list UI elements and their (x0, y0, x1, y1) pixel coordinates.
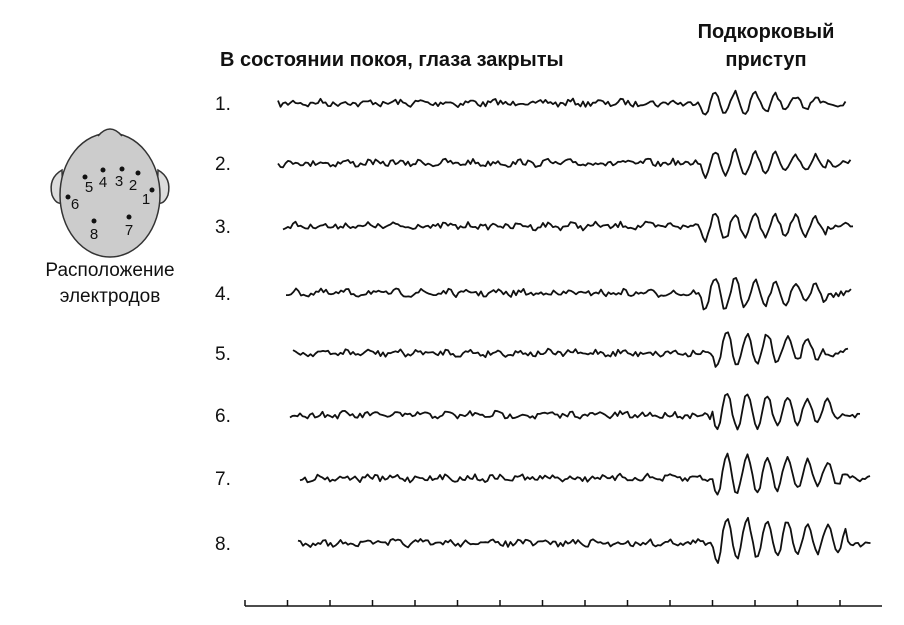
eeg-trace (299, 452, 871, 496)
electrode-label: 8 (90, 226, 98, 243)
channel-label: 7. (215, 469, 231, 490)
seizure-label: приступ (725, 49, 806, 71)
electrode-label: 6 (71, 196, 79, 213)
channel-label: 6. (215, 406, 231, 427)
caption: электродов (60, 286, 161, 307)
electrode-label: 5 (85, 179, 93, 196)
eeg-trace (286, 276, 852, 311)
eeg-trace (292, 331, 849, 368)
seizure-label: Подкорковый (698, 21, 835, 43)
head (50, 128, 170, 258)
electrode-label: 1 (142, 191, 150, 208)
channel-label: 3. (215, 217, 231, 238)
electrode (65, 194, 71, 200)
caption: Расположение (45, 260, 174, 281)
electrode-label: 2 (129, 177, 137, 194)
electrode (135, 170, 141, 176)
nose (97, 128, 123, 137)
channel-label: 4. (215, 284, 231, 305)
electrode (91, 218, 97, 224)
electrode-label: 7 (125, 222, 133, 239)
eeg-trace (297, 516, 871, 564)
eeg-trace (277, 148, 852, 180)
electrode (82, 174, 88, 180)
channel-label: 1. (215, 94, 231, 115)
channel-label: 2. (215, 154, 231, 175)
electrode (119, 166, 125, 172)
electrode-label: 3 (115, 173, 123, 190)
eeg-trace (277, 89, 847, 116)
channel-label: 5. (215, 344, 231, 365)
electrode (149, 187, 155, 193)
electrode-label: 4 (99, 174, 107, 191)
eeg-trace (289, 393, 861, 431)
channel-label: 8. (215, 534, 231, 555)
eeg-trace (282, 212, 854, 243)
electrode (100, 167, 106, 173)
electrode (126, 214, 132, 220)
rest-label: В состоянии покоя, глаза закрыты (220, 49, 564, 71)
